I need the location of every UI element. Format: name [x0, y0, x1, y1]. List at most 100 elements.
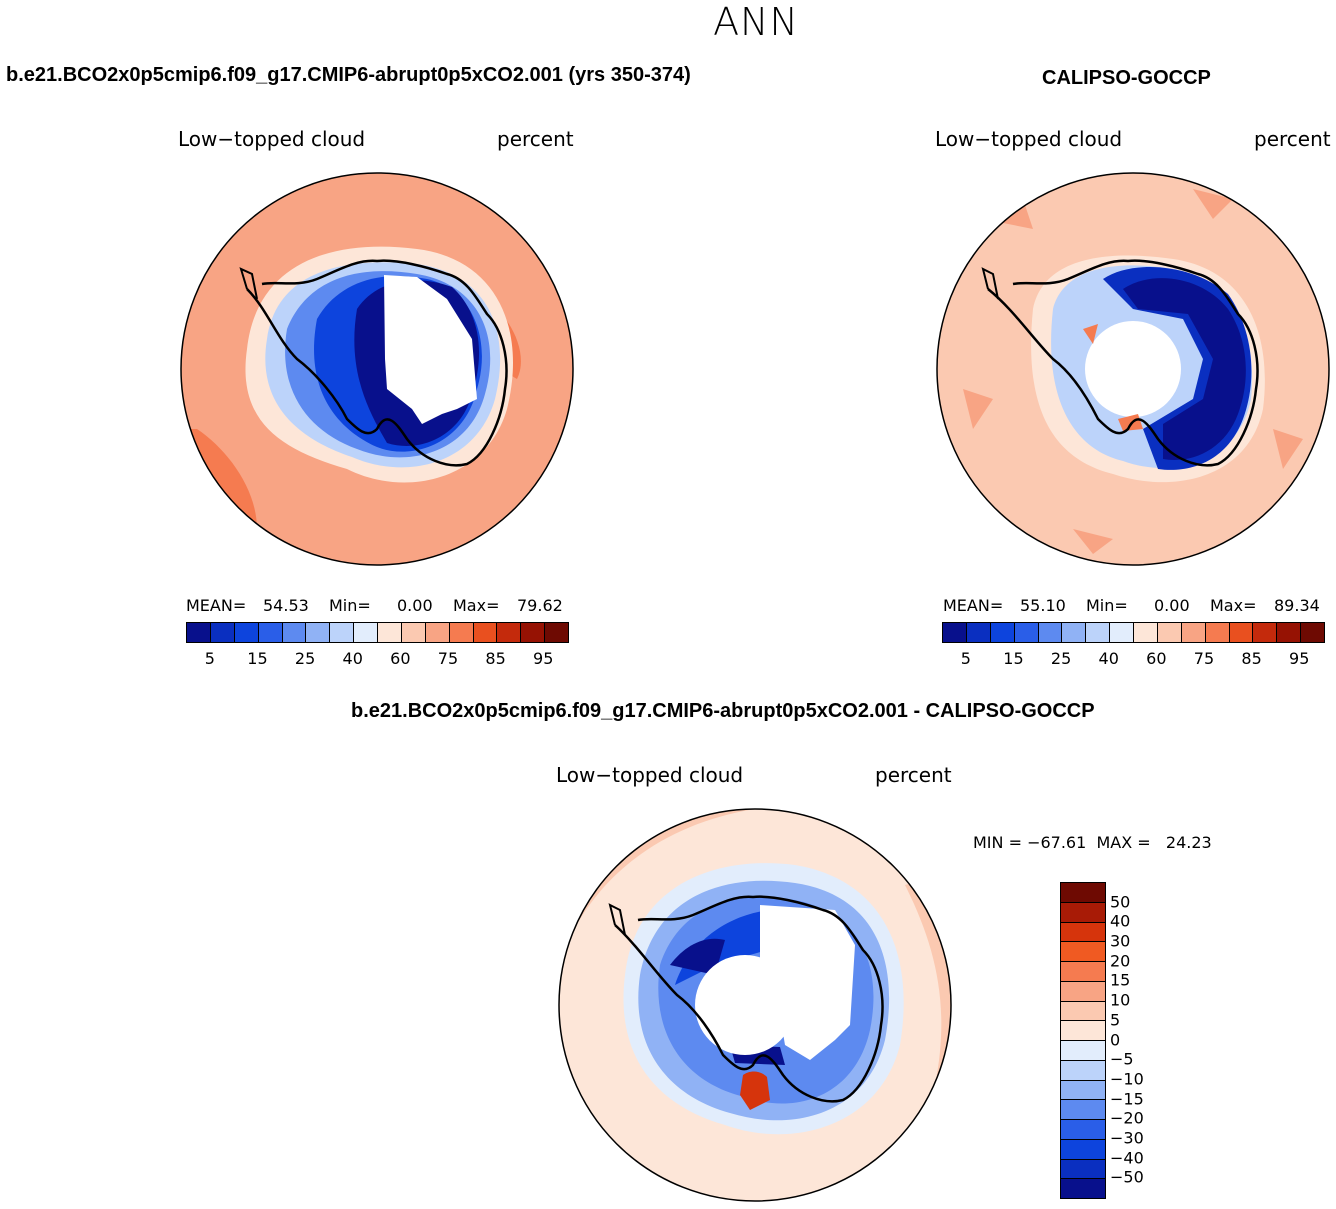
obs-antarctica-coastline	[987, 259, 1259, 467]
diff-colorbar-tick: 0	[1110, 1030, 1121, 1049]
obs-colorbar-box	[1038, 623, 1063, 642]
obs-polar-map	[936, 172, 1330, 566]
obs-colorbar-tick: 75	[1193, 649, 1215, 668]
obs-colorbar-box	[990, 623, 1015, 642]
model-mean-label: MEAN=	[186, 596, 247, 615]
obs-max-label: Max=	[1210, 596, 1257, 615]
obs-colorbar-box	[1134, 623, 1158, 642]
model-colorbar-box	[473, 623, 498, 642]
obs-colorbar-box	[1086, 623, 1111, 642]
model-colorbar-tick: 85	[485, 649, 506, 668]
diff-colorbar-tick: −15	[1110, 1089, 1144, 1109]
obs-colorbar-tick: 15	[1003, 649, 1024, 668]
diff-colorbar-box	[1061, 1080, 1105, 1101]
diff-colorbar-tick: −5	[1110, 1049, 1134, 1069]
obs-min-value: 0.00	[1154, 596, 1190, 615]
diff-minmax-label: MIN = −67.61 MAX = 24.23	[973, 833, 1212, 852]
obs-colorbar-box	[1205, 623, 1230, 642]
model-colorbar-box	[521, 623, 546, 642]
diff-colorbar-tick: −10	[1110, 1069, 1144, 1089]
diff-colorbar-tick: 20	[1110, 951, 1131, 971]
obs-colorbar-box	[1157, 623, 1182, 642]
obs-colorbar-box	[1062, 623, 1087, 642]
diff-polar-gap	[695, 955, 795, 1055]
model-colorbar-tick: 75	[437, 649, 459, 668]
model-colorbar-tick: 60	[390, 649, 411, 668]
diff-colorbar-box	[1061, 922, 1105, 943]
obs-max-value: 89.34	[1274, 596, 1320, 615]
diff-colorbar-box	[1061, 942, 1105, 962]
diff-colorbar-tick: −30	[1110, 1128, 1144, 1148]
model-colorbar-box	[282, 623, 307, 642]
diff-colorbar-box	[1061, 1120, 1105, 1140]
model-colorbar-box	[378, 623, 402, 642]
diff-colorbar-box	[1061, 1100, 1105, 1120]
obs-colorbar-tick: 25	[1050, 649, 1072, 668]
model-missing-data	[384, 275, 477, 424]
model-colorbar-box	[497, 623, 522, 642]
model-min-value: 0.00	[397, 596, 433, 615]
obs-colorbar-box	[1277, 623, 1302, 642]
obs-colorbar-box	[1253, 623, 1278, 642]
diff-colorbar-box	[1061, 981, 1105, 1002]
diff-polar-map	[558, 808, 952, 1202]
diff-colorbar-box	[1061, 1139, 1105, 1160]
obs-min-label: Min=	[1086, 596, 1128, 615]
diff-antarctica-coastline	[614, 895, 884, 1103]
obs-colorbar-box	[1301, 623, 1324, 642]
obs-colorbar-box	[1014, 623, 1039, 642]
model-colorbar-box	[210, 623, 235, 642]
model-colorbar-box	[234, 623, 259, 642]
model-max-value: 79.62	[517, 596, 563, 615]
model-mean-value: 54.53	[263, 596, 309, 615]
diff-colorbar-tick: 10	[1110, 990, 1131, 1010]
diff-colorbar-tick: 30	[1110, 931, 1131, 951]
obs-colorbar-tick: 95	[1289, 649, 1310, 668]
model-max-label: Max=	[453, 596, 500, 615]
page-title: ANN	[713, 0, 799, 44]
model-colorbar-box	[425, 623, 450, 642]
model-panel-title: b.e21.BCO2x0p5cmip6.f09_g17.CMIP6-abrupt…	[6, 64, 691, 86]
diff-colorbar-tick: −40	[1110, 1148, 1144, 1168]
model-colorbar-box	[306, 623, 331, 642]
obs-colorbar-box	[1229, 623, 1254, 642]
model-colorbar-box	[354, 623, 378, 642]
diff-colorbar-tick: 5	[1110, 1010, 1121, 1030]
model-variable-label: Low−topped cloud	[178, 127, 366, 151]
obs-colorbar-tick: 5	[960, 649, 971, 668]
diff-colorbar-box	[1061, 1159, 1105, 1180]
model-min-label: Min=	[329, 596, 371, 615]
model-colorbar-box	[258, 623, 283, 642]
obs-colorbar-tick: 85	[1241, 649, 1262, 668]
model-colorbar-box	[449, 623, 474, 642]
diff-colorbar-ticks: 50 40 30 20 15 10 5 0 −5 −10 −15 −20 −30 −40 −50	[1110, 882, 1170, 1197]
obs-mean-label: MEAN=	[943, 596, 1004, 615]
model-colorbar-box	[187, 623, 211, 642]
obs-panel-title: CALIPSO-GOCCP	[1042, 67, 1211, 89]
obs-polar-gap	[1085, 321, 1181, 417]
diff-colorbar-tick: −20	[1110, 1108, 1144, 1128]
obs-colorbar-box	[966, 623, 991, 642]
diff-unit-label: percent	[875, 763, 952, 787]
diff-colorbar-tick: −50	[1110, 1167, 1144, 1187]
diff-colorbar-box	[1061, 1041, 1105, 1061]
diff-colorbar-box	[1061, 1021, 1105, 1041]
model-colorbar-tick: 95	[533, 649, 554, 668]
diff-colorbar-tick: 40	[1110, 911, 1131, 931]
model-colorbar-tick: 25	[294, 649, 316, 668]
model-colorbar-box	[401, 623, 426, 642]
obs-unit-label: percent	[1254, 127, 1331, 151]
obs-colorbar-box	[1181, 623, 1206, 642]
obs-colorbar-box	[943, 623, 967, 642]
model-antarctica-coastline	[246, 259, 508, 467]
diff-colorbar-box	[1061, 962, 1105, 982]
obs-variable-label: Low−topped cloud	[935, 127, 1123, 151]
diff-panel-title: b.e21.BCO2x0p5cmip6.f09_g17.CMIP6-abrupt…	[351, 700, 1095, 722]
diff-colorbar-box	[1061, 1001, 1105, 1022]
obs-colorbar-ticks: 5 15 25 40 60 75 85 95	[942, 649, 1323, 669]
obs-colorbar	[942, 622, 1325, 643]
model-unit-label: percent	[497, 127, 574, 151]
diff-colorbar	[1060, 882, 1106, 1199]
model-colorbar-box	[545, 623, 568, 642]
obs-colorbar-box	[1110, 623, 1134, 642]
